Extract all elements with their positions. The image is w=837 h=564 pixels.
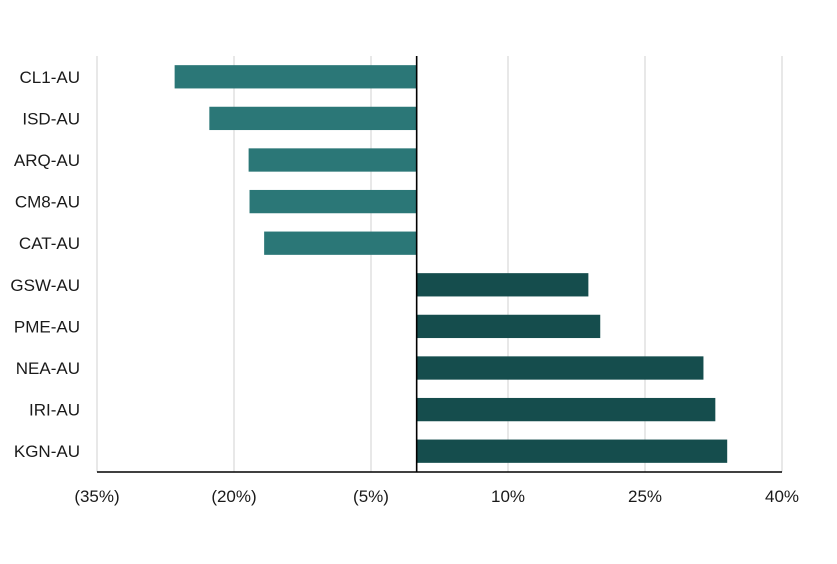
bar-cl1-au	[174, 65, 417, 89]
x-tick-label: 25%	[628, 487, 662, 506]
labels: (35%) (20%) (5%) 10% 25% 40% CL1-AU ISD-AU ARQ-A…	[10, 68, 799, 506]
x-tick-label: 10%	[491, 487, 525, 506]
bar-iri-au	[416, 397, 716, 422]
bar-nea-au	[416, 356, 704, 380]
bar-isd-au	[209, 106, 417, 131]
category-label: ISD-AU	[22, 109, 80, 128]
bar-cat-au	[264, 231, 417, 255]
bar-gsw-au	[416, 273, 589, 297]
category-label: IRI-AU	[29, 401, 80, 420]
bar-cm8-au	[249, 189, 417, 214]
category-label: PME-AU	[14, 317, 80, 336]
bar-kgn-au	[416, 439, 728, 463]
category-label: CL1-AU	[20, 68, 80, 87]
category-label: GSW-AU	[10, 276, 80, 295]
x-tick-label: (20%)	[211, 487, 256, 506]
bars	[174, 65, 728, 463]
category-label: KGN-AU	[14, 442, 80, 461]
category-label: ARQ-AU	[14, 151, 80, 170]
bar-pme-au	[416, 314, 601, 339]
category-label: CAT-AU	[19, 234, 80, 253]
x-tick-label: 40%	[765, 487, 799, 506]
x-tick-label: (35%)	[74, 487, 119, 506]
category-label: CM8-AU	[15, 193, 80, 212]
category-label: NEA-AU	[16, 359, 80, 378]
bar-arq-au	[248, 148, 417, 172]
x-tick-label: (5%)	[353, 487, 389, 506]
axes	[97, 56, 782, 473]
